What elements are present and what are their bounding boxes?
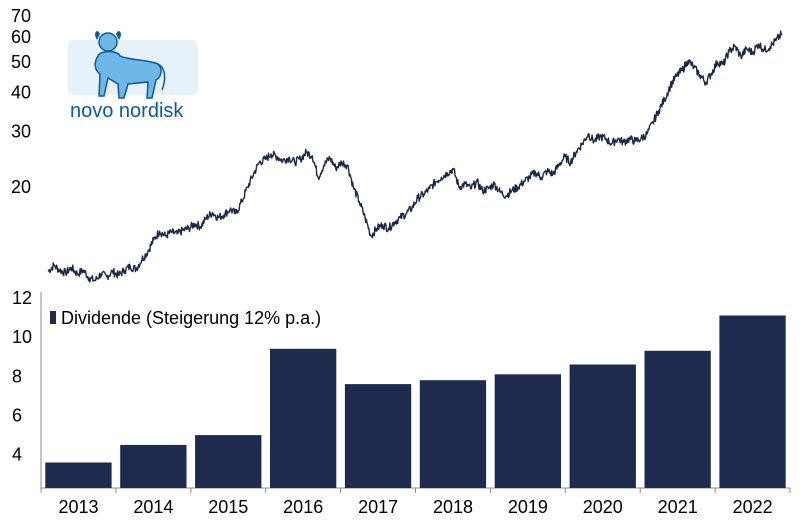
bar-y-tick-label: 4: [12, 445, 22, 465]
line-y-tick-label: 70: [11, 6, 31, 26]
bar-2022: [719, 315, 786, 488]
bar-x-tick-label: 2014: [133, 497, 173, 517]
bar-2016: [270, 348, 337, 488]
bar-y-tick-label: 6: [12, 405, 22, 425]
bar-y-tick-label: 10: [12, 327, 32, 347]
bar-y-tick-label: 8: [12, 366, 22, 386]
line-y-tick-label: 30: [11, 122, 31, 142]
bar-series: [45, 315, 786, 488]
bull-icon: [94, 31, 166, 99]
bar-x-tick-label: 2016: [283, 497, 323, 517]
bar-x-tick-label: 2019: [508, 497, 548, 517]
bar-2015: [195, 435, 262, 488]
bar-x-tick-label: 2022: [733, 497, 773, 517]
bar-x-tick-label: 2017: [358, 497, 398, 517]
bar-x-tick-label: 2013: [58, 497, 98, 517]
bar-2017: [344, 384, 412, 488]
bar-x-tick-label: 2020: [583, 497, 623, 517]
novo-nordisk-logo: novo nordisk: [68, 31, 198, 122]
bar-2021: [644, 350, 711, 488]
bar-x-tick-label: 2021: [658, 497, 698, 517]
bar-x-tick-label: 2015: [208, 497, 248, 517]
bar-2019: [494, 374, 561, 488]
line-y-tick-label: 60: [11, 27, 31, 47]
bar-y-axis: 4 6 8 10 12: [12, 288, 32, 465]
bar-2020: [569, 364, 636, 488]
dividend-bar-chart: 4 6 8 10 12 2013 2014 2015 2016 2017 2018 2019 2020…: [12, 288, 791, 517]
bar-x-axis: 2013 2014 2015 2016 2017 2018 2019 2020 2021 2022: [40, 488, 791, 517]
price-series-line: [47, 30, 783, 283]
line-y-tick-label: 50: [11, 52, 31, 72]
legend: Dividende (Steigerung 12% p.a.): [50, 308, 321, 328]
line-y-tick-label: 20: [11, 177, 31, 197]
line-y-tick-label: 40: [11, 82, 31, 102]
legend-label: Dividende (Steigerung 12% p.a.): [61, 308, 321, 328]
bar-2014: [120, 444, 187, 488]
legend-swatch: [50, 311, 56, 324]
logo-wordmark: novo nordisk: [70, 100, 184, 122]
bar-2018: [419, 380, 487, 488]
bar-x-tick-label: 2018: [433, 497, 473, 517]
bar-y-tick-label: 12: [12, 288, 32, 308]
bar-2013: [45, 462, 112, 488]
